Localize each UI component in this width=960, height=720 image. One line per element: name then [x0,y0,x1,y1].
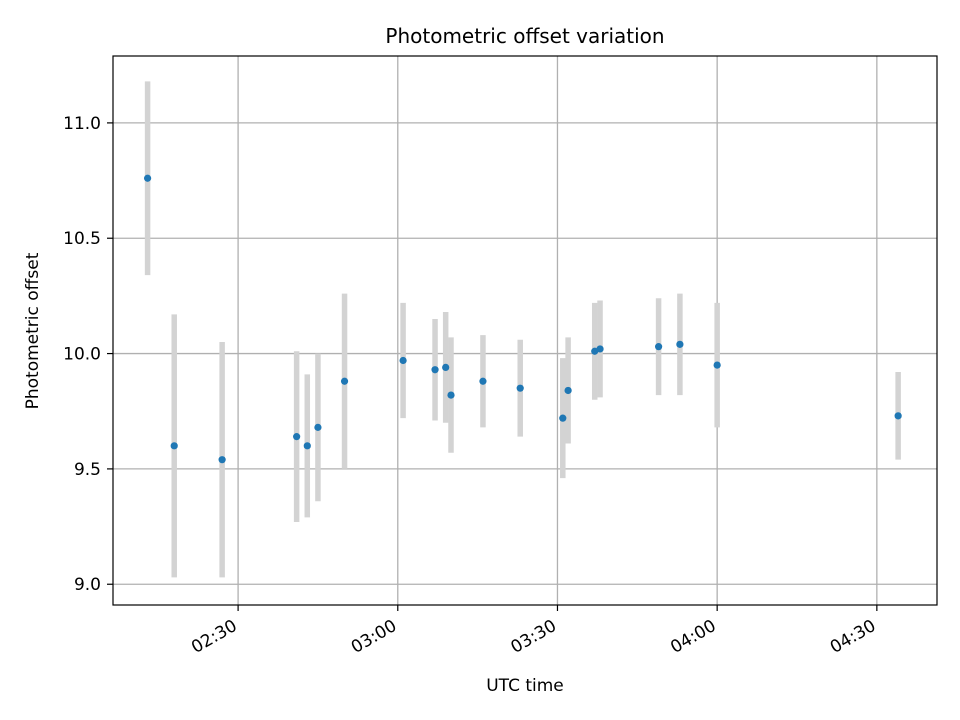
grid [113,56,937,605]
data-point [447,391,455,399]
y-tick-label: 9.0 [74,575,101,595]
data-point [676,340,684,348]
data-point [303,442,311,450]
data-point [314,423,322,431]
data-point [655,343,663,351]
data-point [143,174,152,182]
data-point [431,366,439,374]
data-point [340,377,349,385]
data-point [218,456,226,464]
data-point [564,386,572,395]
data-point [596,345,604,353]
plot-frame [112,55,938,606]
data-point [559,414,567,422]
y-axis-ticks: 9.0 9.5 10.0 10.5 11.0 [63,114,113,595]
y-tick-label: 11.0 [63,114,101,134]
x-axis-label: UTC time [486,676,564,696]
data-point [894,412,902,420]
data-point [170,442,178,450]
data-point [479,377,487,385]
y-tick-label: 10.0 [63,345,101,365]
y-tick-label: 10.5 [63,229,101,249]
data-points [143,174,902,464]
data-point [293,433,301,441]
data-point [442,363,450,372]
chart-title: Photometric offset variation [385,24,664,48]
data-point [399,356,407,365]
y-tick-label: 9.5 [74,460,101,480]
data-point [516,384,524,392]
y-axis-label: Photometric offset [23,252,43,409]
data-point [713,361,721,369]
